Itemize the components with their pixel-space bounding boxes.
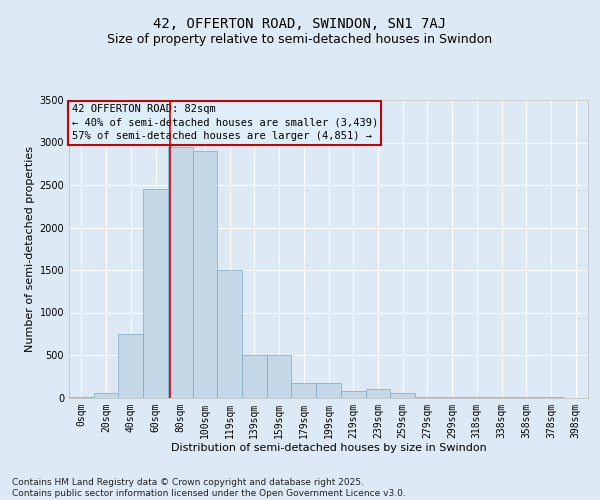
Bar: [217, 270, 242, 398]
Bar: [440, 396, 464, 398]
Bar: [94, 393, 118, 398]
Bar: [267, 355, 292, 398]
Bar: [242, 355, 267, 398]
Text: Contains HM Land Registry data © Crown copyright and database right 2025.
Contai: Contains HM Land Registry data © Crown c…: [12, 478, 406, 498]
Text: 42, OFFERTON ROAD, SWINDON, SN1 7AJ: 42, OFFERTON ROAD, SWINDON, SN1 7AJ: [154, 18, 446, 32]
Text: 42 OFFERTON ROAD: 82sqm
← 40% of semi-detached houses are smaller (3,439)
57% of: 42 OFFERTON ROAD: 82sqm ← 40% of semi-de…: [71, 104, 378, 141]
Bar: [292, 382, 316, 398]
Bar: [143, 189, 168, 398]
Bar: [341, 391, 365, 398]
Bar: [118, 334, 143, 398]
Text: Size of property relative to semi-detached houses in Swindon: Size of property relative to semi-detach…: [107, 32, 493, 46]
Y-axis label: Number of semi-detached properties: Number of semi-detached properties: [25, 146, 35, 352]
Bar: [390, 393, 415, 398]
Bar: [365, 389, 390, 398]
Bar: [316, 382, 341, 398]
X-axis label: Distribution of semi-detached houses by size in Swindon: Distribution of semi-detached houses by …: [170, 443, 487, 453]
Bar: [168, 147, 193, 398]
Bar: [415, 396, 440, 398]
Bar: [193, 151, 217, 398]
